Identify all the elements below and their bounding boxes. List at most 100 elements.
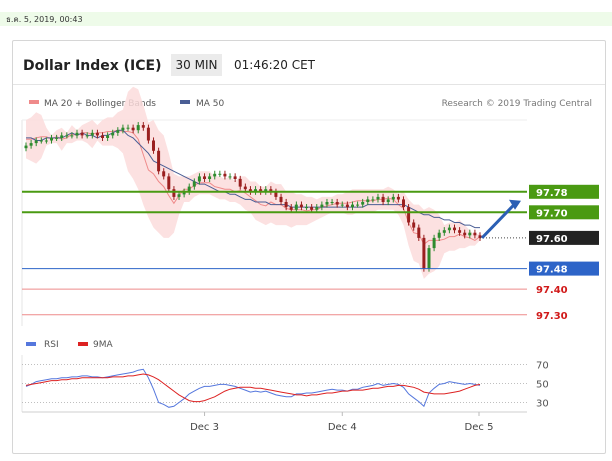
- rsi-tick-label: 50: [536, 380, 549, 391]
- candle-body: [213, 173, 217, 177]
- interval-selector[interactable]: 30 MIN: [171, 54, 222, 76]
- candle-body: [29, 143, 33, 146]
- candle: [284, 198, 288, 211]
- candle-body: [95, 132, 99, 136]
- candle: [101, 132, 104, 142]
- level-label-box: [529, 261, 599, 276]
- candle-body: [381, 196, 385, 202]
- candle-body: [60, 135, 64, 138]
- candle: [131, 124, 135, 134]
- candle-body: [233, 176, 237, 179]
- candle: [80, 129, 84, 139]
- candle: [254, 186, 257, 195]
- candle: [75, 129, 79, 139]
- candle-body: [351, 204, 354, 208]
- timestamp: ธ.ค. 5, 2019, 00:43: [6, 15, 83, 24]
- candle: [85, 132, 89, 139]
- candle: [432, 234, 436, 252]
- candle-body: [152, 140, 155, 151]
- candle: [294, 201, 298, 213]
- level-label: 97.60: [536, 234, 568, 245]
- rsi-legend: RSI 9MA: [26, 340, 113, 350]
- x-tick-label: Dec 3: [190, 422, 219, 433]
- chart-time: 01:46:20 CET: [234, 58, 315, 72]
- candle-body: [427, 248, 431, 269]
- credit-label: Research © 2019 Trading Central: [442, 99, 592, 109]
- candle: [152, 137, 155, 154]
- level-label: 97.70: [536, 208, 568, 219]
- forecast-arrow-shaft: [480, 202, 517, 239]
- candle: [70, 132, 74, 139]
- candle-body: [39, 140, 43, 142]
- candle-body: [248, 189, 252, 192]
- candle: [259, 186, 263, 195]
- candle-body: [136, 125, 140, 131]
- ma50-legend-swatch: [180, 100, 190, 104]
- candle: [146, 124, 150, 144]
- candle-body: [187, 186, 191, 192]
- forecast-arrow-head: [509, 199, 521, 210]
- candle: [203, 173, 206, 183]
- candle: [218, 170, 222, 177]
- candle: [356, 201, 360, 208]
- candle-body: [264, 189, 268, 192]
- level-label: 97.30: [536, 311, 568, 322]
- candle-body: [90, 132, 94, 136]
- candle-body: [294, 204, 298, 210]
- candle-body: [361, 202, 365, 205]
- candle: [121, 124, 125, 134]
- candle: [417, 224, 421, 241]
- level-label-box: [529, 230, 599, 245]
- candle: [228, 173, 232, 180]
- candle-body: [391, 196, 395, 200]
- candle-body: [447, 227, 451, 231]
- candle-body: [44, 140, 48, 142]
- candle-body: [320, 204, 324, 208]
- candle-body: [279, 196, 283, 202]
- candle-body: [259, 189, 263, 192]
- candle-body: [34, 140, 38, 144]
- candle-body: [305, 207, 308, 209]
- candle-body: [50, 137, 53, 141]
- candle-body: [177, 194, 181, 197]
- x-axis-ticks: Dec 3 Dec 4 Dec 5: [190, 412, 493, 433]
- candle-body: [386, 199, 390, 202]
- candle-body: [310, 207, 314, 210]
- candle-body: [340, 204, 344, 206]
- candle: [126, 124, 130, 131]
- candle-body: [345, 204, 349, 208]
- candle-body: [141, 125, 145, 128]
- candle-body: [228, 176, 232, 178]
- candle-body: [463, 232, 467, 236]
- candle: [422, 234, 426, 272]
- candle: [172, 186, 176, 200]
- candle-body: [412, 222, 416, 228]
- candle-body: [432, 237, 436, 249]
- candle-body: [325, 202, 329, 205]
- bollinger-bands: [26, 86, 481, 279]
- candle: [39, 137, 43, 144]
- candle-body: [167, 176, 171, 190]
- candle-body: [442, 230, 446, 233]
- candle: [335, 198, 339, 208]
- candle-body: [131, 127, 135, 131]
- candle-body: [376, 196, 380, 200]
- candle-body: [417, 227, 421, 238]
- header-divider: [13, 84, 605, 85]
- candle-body: [371, 199, 375, 201]
- candle: [106, 132, 110, 142]
- candle-body: [75, 132, 79, 136]
- candle: [248, 186, 252, 195]
- rsi-ma-legend-label: 9MA: [93, 340, 113, 350]
- candle: [396, 193, 400, 203]
- candle-body: [453, 227, 456, 231]
- candle: [24, 142, 28, 152]
- candle: [325, 198, 329, 208]
- rsi-legend-label: RSI: [44, 340, 59, 350]
- candle-body: [274, 191, 278, 197]
- candle: [116, 127, 120, 136]
- timestamp-bar: ธ.ค. 5, 2019, 00:43: [0, 12, 612, 26]
- candle-body: [106, 135, 110, 138]
- rsi-panel: 70 50 30: [22, 361, 549, 410]
- candle-body: [80, 132, 84, 136]
